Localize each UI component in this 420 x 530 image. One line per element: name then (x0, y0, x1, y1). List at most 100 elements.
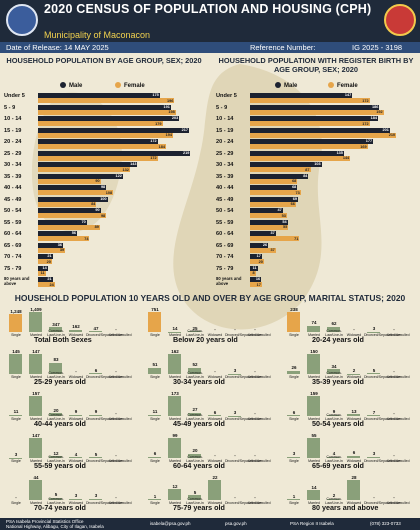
marital-bar (307, 438, 320, 458)
age-label: 50 - 54 (216, 208, 234, 214)
marital-bar (49, 362, 62, 374)
marital-bar (9, 414, 22, 416)
marital-status-label: Single (11, 417, 21, 421)
marital-status-label: Divorced/Separated/Annulled (225, 375, 271, 379)
marital-value: 5 (54, 492, 58, 498)
bar-value: 179 (155, 121, 162, 126)
bar-value: 84 (91, 202, 96, 206)
female-bar (38, 190, 114, 196)
male-bar (250, 116, 378, 121)
age-label: 45 - 49 (4, 196, 22, 203)
marital-value: 14 (172, 326, 178, 332)
marital-bar (148, 414, 161, 416)
marital-value: - (254, 368, 256, 374)
age-label: 75 - 79 (4, 265, 22, 272)
left-pyramid-title: HOUSEHOLD POPULATION BY AGE GROUP, SEX; … (6, 56, 202, 65)
header-bar: 2020 CENSUS OF POPULATION AND HOUSING (C… (0, 0, 420, 42)
marital-value: - (254, 410, 256, 416)
marital-caption: 80 years and above (312, 503, 379, 512)
female-bar (250, 247, 276, 253)
marital-value: 62 (331, 321, 337, 327)
page-title: 2020 CENSUS OF POPULATION AND HOUSING (C… (44, 2, 372, 16)
marital-value: - (115, 494, 117, 500)
marital-bar (208, 480, 221, 500)
marital-status-label: Single (11, 459, 21, 463)
male-bar (38, 127, 189, 133)
bar-value: 70 (81, 219, 86, 224)
marital-status-label: Common-Law/Live-in (47, 455, 65, 463)
female-bar (250, 282, 262, 288)
left-legend-female: Female (115, 82, 145, 89)
female-bar (250, 259, 264, 265)
footer: PSA Isabela Provincial Statistics Office… (0, 518, 420, 530)
age-label: 20 - 24 (216, 139, 234, 145)
marital-panel: 51 Single 162 Married 52 Common-Law/Live-in - W… (143, 348, 278, 386)
marital-value: 4 (332, 451, 336, 457)
marital-bar (148, 312, 161, 332)
female-bar (250, 155, 351, 161)
marital-status-label: Divorced/Separated/Annulled (86, 417, 132, 421)
age-label: 35 - 39 (4, 173, 22, 180)
age-label: 25 - 29 (216, 150, 234, 157)
marital-value: 14 (311, 484, 317, 490)
marital-caption: 20-24 years old (312, 335, 364, 344)
bar-value: 68 (292, 185, 297, 190)
marital-bar (307, 490, 320, 500)
marital-status-label: Married (169, 375, 181, 379)
marital-value: 5 (94, 451, 98, 457)
marital-caption: 30-34 years old (173, 377, 225, 386)
marital-value: 13 (351, 408, 357, 414)
marital-bar (69, 414, 82, 416)
marital-value: 3 (74, 493, 78, 499)
marital-status-label: Divorced/Separated/Annulled (86, 375, 132, 379)
marital-status-label: Common-Law/Live-in (186, 497, 204, 505)
marital-status-label: Widowed (207, 333, 223, 337)
male-bar (250, 277, 262, 282)
marital-bar (148, 499, 161, 500)
marital-status-label: Divorced/Separated/Annulled (86, 501, 132, 505)
age-label: 65 - 69 (216, 242, 234, 249)
marital-caption: Below 20 years old (173, 335, 238, 344)
marital-bar (327, 369, 340, 374)
marital-value: 238 (290, 306, 298, 312)
bar-value: 191 (163, 104, 170, 109)
bar-value: 47 (277, 208, 282, 213)
age-label: 10 - 14 (216, 116, 234, 122)
marital-status-label: Common-Law/Live-in (47, 413, 65, 421)
marital-status-label: Single (150, 501, 160, 505)
female-bar (250, 98, 370, 104)
marital-bar (148, 456, 161, 458)
marital-status-label: Unknown (247, 375, 263, 379)
bar-value: 144 (342, 156, 350, 160)
marital-value: 55 (311, 432, 317, 438)
marital-status-label: Unknown (386, 417, 402, 421)
marital-value: 6 (292, 409, 296, 415)
footer-email[interactable]: isabela@psa.gov.ph (150, 521, 191, 526)
marital-value: 11 (13, 409, 19, 415)
marital-value: - (393, 452, 395, 458)
bar-value: 210 (388, 133, 396, 137)
footer-fb[interactable]: PSA Region II Isabela (290, 521, 334, 526)
marital-value: 751 (151, 306, 159, 312)
marital-value: 1 (292, 493, 296, 499)
bar-value: 69 (292, 196, 297, 201)
bar-value: 20 (46, 259, 51, 264)
marital-status-label: Common-Law/Live-in (325, 329, 343, 337)
marital-status-label: Unknown (247, 417, 263, 421)
marital-bar (29, 480, 42, 500)
marital-value: 3 (292, 451, 296, 457)
footer-web[interactable]: psa.gov.ph (225, 521, 247, 526)
age-label: 50 - 54 (4, 208, 22, 214)
marital-caption: 65-69 years old (312, 461, 364, 470)
marital-status-label: Divorced/Separated/Annulled (364, 417, 410, 421)
female-bar (38, 213, 107, 219)
bar-value: 103 (314, 162, 321, 167)
municipality-subtitle: Municipality of Maconacon (44, 30, 151, 40)
marital-status-label: Married (30, 459, 42, 463)
marital-value: - (214, 368, 216, 374)
female-bar (250, 109, 384, 115)
marital-status-label: Widowed (207, 501, 223, 505)
marital-value: 47 (93, 325, 99, 331)
marital-bar (168, 438, 181, 458)
bar-value: 68 (292, 179, 297, 183)
